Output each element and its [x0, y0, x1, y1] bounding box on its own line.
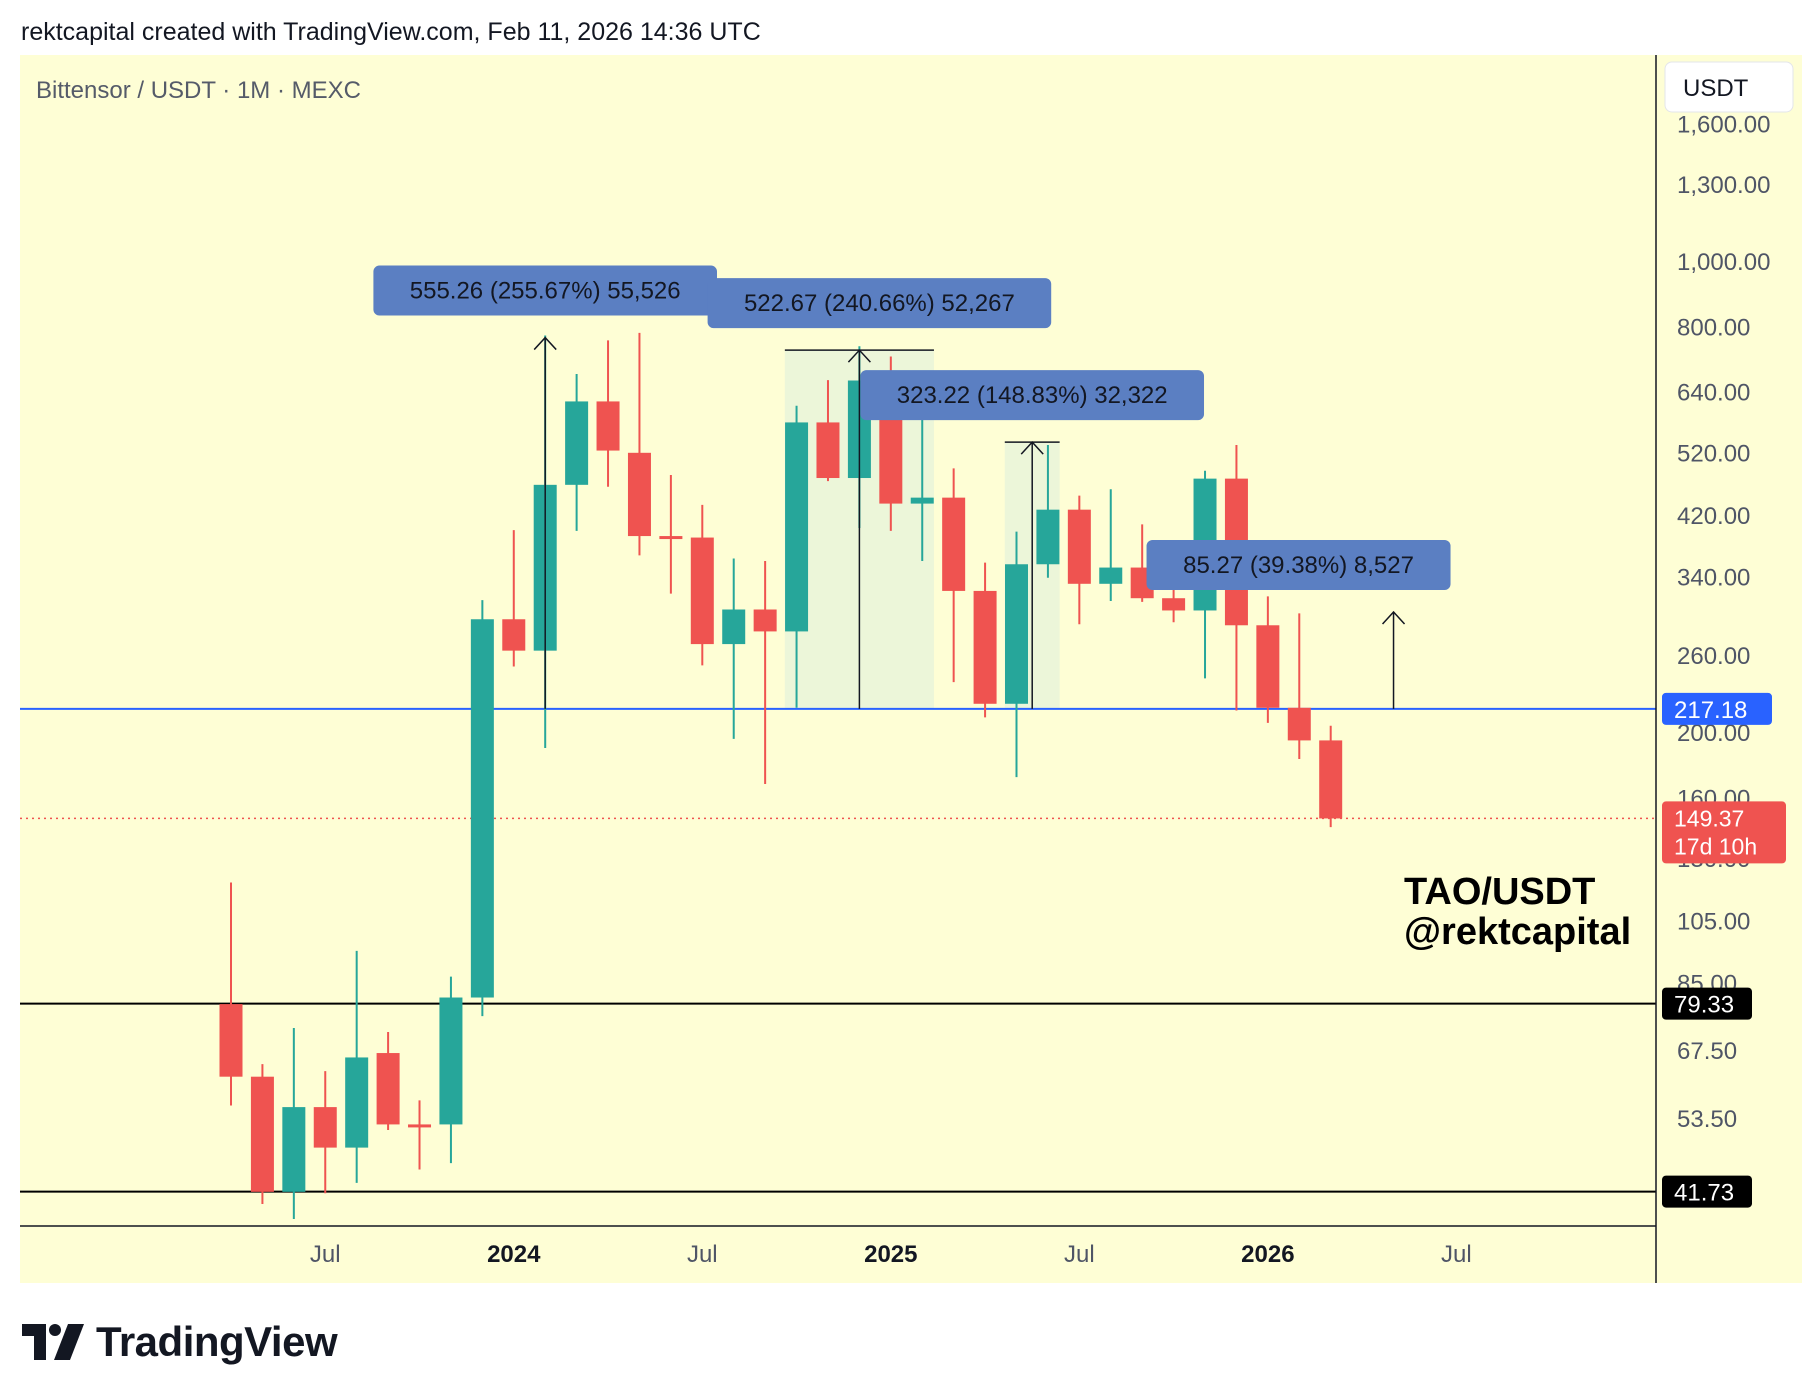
- time-axis[interactable]: Jul 2024 Jul 2025 Jul 2026 Jul: [310, 1241, 1472, 1268]
- countdown-label: 17d 10h: [1674, 833, 1757, 859]
- level-price-label-box: [1662, 987, 1752, 1020]
- measure-label: 85.27 (39.38%) 8,527: [1183, 552, 1414, 579]
- candle-body: [1256, 625, 1280, 708]
- price-tick-label: 420.00: [1677, 503, 1750, 530]
- candle-body: [470, 619, 494, 998]
- currency-button-label: USDT: [1683, 75, 1749, 102]
- candle-body: [942, 497, 966, 591]
- measure-label: 323.22 (148.83%) 32,322: [897, 382, 1168, 409]
- time-tick-label: Jul: [1064, 1241, 1095, 1268]
- price-tick-label: 1,000.00: [1677, 249, 1770, 276]
- time-tick-label: Jul: [310, 1241, 341, 1268]
- candle-body: [219, 1004, 243, 1077]
- candle-body: [313, 1107, 337, 1148]
- tradingview-logo[interactable]: TradingView: [22, 1312, 338, 1372]
- measure-label-box: [1146, 539, 1451, 590]
- candle-body: [345, 1057, 369, 1148]
- level-price-label-box: [1662, 692, 1772, 725]
- price-axis[interactable]: 1,600.00 1,300.00 1,000.00 800.00 640.00 520.…: [1677, 111, 1770, 1132]
- price-tick-label: 1,300.00: [1677, 172, 1770, 199]
- price-tick-label: 53.50: [1677, 1106, 1737, 1133]
- candle-body: [282, 1107, 306, 1192]
- measure-label-box: [707, 278, 1052, 329]
- watermark: TAO/USDT @rektcapital: [1404, 871, 1631, 953]
- measure-arrow-head: [1020, 440, 1044, 455]
- measure-arrow-head: [847, 349, 871, 363]
- candle-body: [596, 401, 620, 451]
- time-tick-label: Jul: [1441, 1241, 1472, 1268]
- price-tick-label: 520.00: [1677, 440, 1750, 467]
- price-tick-label: 1,600.00: [1677, 111, 1770, 138]
- candle-body: [408, 1124, 432, 1128]
- candle-body: [690, 537, 714, 645]
- candle-body: [439, 997, 463, 1125]
- measurements: 555.26 (255.67%) 55,526 522.67 (240.66%) …: [373, 265, 1451, 709]
- attribution-header: rektcapital created with TradingView.com…: [21, 18, 761, 46]
- watermark-line-2: @rektcapital: [1404, 911, 1631, 953]
- tradingview-wordmark: TradingView: [96, 1318, 338, 1365]
- candle-body: [376, 1053, 400, 1125]
- candle-body: [1067, 509, 1091, 584]
- level-price-label: 79.33: [1674, 992, 1734, 1019]
- price-tick-label: 340.00: [1677, 565, 1750, 592]
- candle-body: [722, 609, 746, 645]
- candle-body: [910, 497, 934, 504]
- price-tick-label: 105.00: [1677, 909, 1750, 936]
- candle-body: [973, 590, 997, 704]
- watermark-line-1: TAO/USDT: [1404, 871, 1595, 913]
- price-tick-label: 260.00: [1677, 643, 1750, 670]
- measure-label-box: [860, 370, 1205, 421]
- candle-body: [1005, 564, 1028, 704]
- price-tick-label: 67.50: [1677, 1038, 1737, 1065]
- level-price-label: 217.18: [1674, 697, 1747, 724]
- tradingview-logo-icon: [22, 1324, 84, 1360]
- candle-body: [753, 609, 777, 632]
- candle-body: [1319, 740, 1343, 819]
- current-price-label: 149.37: [1674, 805, 1744, 831]
- measure-label: 522.67 (240.66%) 52,267: [744, 290, 1015, 317]
- candle-body: [502, 619, 526, 651]
- time-tick-label: Jul: [687, 1241, 718, 1268]
- measure-label: 555.26 (255.67%) 55,526: [410, 278, 681, 305]
- time-tick-label: 2026: [1241, 1241, 1294, 1268]
- candle-body: [816, 422, 840, 479]
- time-tick-label: 2025: [864, 1241, 917, 1268]
- price-tick-label: 800.00: [1677, 314, 1750, 341]
- candle-body: [1162, 598, 1186, 611]
- level-price-label-box: [1662, 1175, 1752, 1208]
- currency-button[interactable]: USDT: [1664, 61, 1794, 113]
- candle-body: [1099, 567, 1123, 584]
- axes: [20, 55, 1657, 1283]
- measure-label-box: [373, 265, 717, 316]
- candle-body: [565, 401, 589, 485]
- candles: [219, 332, 1343, 1220]
- candle-body: [250, 1076, 274, 1192]
- candle-body: [627, 452, 651, 537]
- time-tick-label: 2024: [487, 1241, 541, 1268]
- measure-arrow-head: [1381, 610, 1406, 625]
- candle-body: [659, 536, 683, 540]
- symbol-title: Bittensor / USDT · 1M · MEXC: [36, 77, 361, 104]
- current-price-label-box: [1662, 801, 1786, 864]
- level-price-label: 41.73: [1674, 1180, 1734, 1207]
- candle-body: [1036, 509, 1060, 565]
- candle-body: [1287, 707, 1311, 741]
- reference-lines: [20, 707, 1656, 1193]
- price-tick-label: 640.00: [1677, 380, 1750, 407]
- measure-arrow-head: [533, 336, 557, 351]
- candle-body: [785, 422, 809, 632]
